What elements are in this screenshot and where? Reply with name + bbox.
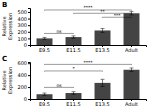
plot-area — [37, 12, 140, 45]
panel: E9.5 E11.5 E13.5 Adult 0 200 400 600RelativeExp… — [1, 55, 146, 107]
tick: E9.5 — [39, 99, 50, 107]
error-bar — [72, 92, 76, 95]
error-bar — [43, 37, 47, 39]
tick: 300 — [17, 22, 30, 28]
tick-label: Adult — [125, 101, 138, 107]
annotations: *****ns — [45, 60, 132, 88]
tick-mark — [28, 32, 30, 33]
tick: 200 — [17, 84, 30, 90]
axis-title-line: Expression — [7, 13, 14, 40]
error-bar — [72, 36, 76, 38]
tick-label: E13.5 — [95, 47, 109, 53]
tick: E13.5 — [95, 45, 109, 53]
tick-label: Adult — [125, 47, 138, 53]
axis-line — [28, 9, 31, 46]
tick: 0 — [24, 42, 30, 48]
bar — [37, 38, 53, 45]
x-axis: E9.5 E11.5 E13.5 Adult — [31, 45, 147, 53]
error-bar — [130, 68, 134, 72]
tick-label: 100 — [17, 35, 27, 41]
tick-label: 500 — [17, 9, 27, 15]
tick-mark — [28, 63, 30, 64]
tick-label: 400 — [17, 72, 27, 78]
figure: E9.5E11.5E13.5Adult0100200300400500Relat… — [0, 0, 150, 108]
error-bar — [101, 79, 105, 86]
y-axis: 0 200 400 600 — [17, 60, 30, 102]
tick-label: 300 — [17, 22, 27, 28]
tick-label: 200 — [17, 84, 27, 90]
tick: 200 — [17, 29, 30, 35]
annotation: **** — [84, 60, 94, 65]
tick-label: 200 — [17, 29, 27, 35]
bar — [124, 70, 140, 99]
tick: 400 — [17, 72, 30, 78]
tick-label: 0 — [24, 42, 27, 48]
y-axis: 0100200300400500 — [17, 9, 30, 49]
annotation: ns — [56, 83, 62, 88]
tick-mark — [28, 19, 30, 20]
panel: E9.5 E11.5 E13.5 Adult 0100200300400500Relat… — [1, 1, 146, 53]
tick: 100 — [17, 35, 30, 41]
tick: 0 — [24, 96, 30, 102]
tick: Adult — [125, 45, 138, 53]
title: C — [2, 55, 7, 63]
tick: E11.5 — [66, 99, 80, 107]
tick: 500 — [17, 9, 30, 15]
tick-label: E11.5 — [66, 101, 80, 107]
tick: E9.5 — [39, 45, 50, 53]
tick-mark — [28, 45, 30, 46]
tick-label: 400 — [17, 16, 27, 22]
tick-mark — [28, 75, 30, 76]
tick-mark — [28, 25, 30, 26]
tick-mark — [28, 99, 30, 100]
annotation: ** — [100, 9, 105, 14]
tick-label: E11.5 — [66, 47, 80, 53]
tick: 600 — [17, 60, 30, 66]
tick-label: E13.5 — [95, 101, 109, 107]
tick-mark — [28, 87, 30, 88]
tick: Adult — [125, 99, 138, 107]
x-axis: E9.5 E11.5 E13.5 Adult — [31, 99, 147, 107]
tick-mark — [28, 12, 30, 13]
tick-label: E9.5 — [39, 101, 50, 107]
error-bar — [43, 93, 47, 95]
axis-line — [28, 63, 31, 100]
annotation: *** — [114, 13, 122, 18]
axis-title: RelativeExpression — [1, 67, 14, 94]
tick-label: E9.5 — [39, 47, 50, 53]
tick-label: 0 — [24, 96, 27, 102]
error-bar — [101, 28, 105, 32]
annotations: *********ns — [45, 5, 132, 34]
bar — [124, 13, 140, 45]
tick: E13.5 — [95, 99, 109, 107]
plot-area — [37, 68, 140, 99]
annotation: ns — [56, 29, 62, 34]
axis-title-line: Expression — [7, 67, 14, 94]
annotation: * — [72, 66, 75, 71]
title: B — [2, 1, 7, 9]
axis-title: RelativeExpression — [1, 13, 14, 40]
tick-label: 600 — [17, 60, 27, 66]
tick: E11.5 — [66, 45, 80, 53]
tick: 400 — [17, 16, 30, 22]
tick-mark — [28, 38, 30, 39]
annotation: **** — [84, 5, 94, 10]
